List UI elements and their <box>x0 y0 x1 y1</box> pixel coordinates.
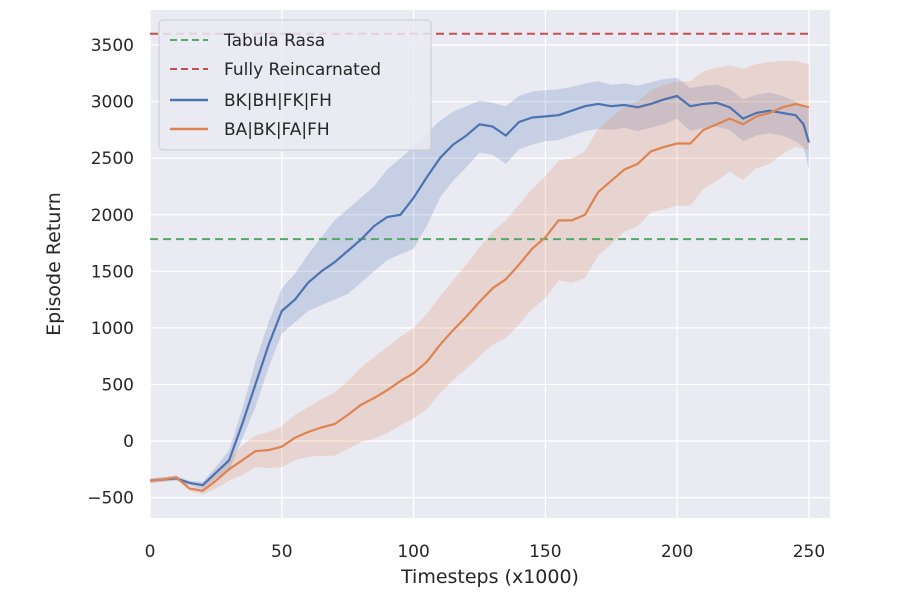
tick-labels: 0 50 100 150 200 250 −500 0 500 1000 1500 2000 2500 3… <box>87 36 825 562</box>
legend-label-fully-reincarnated: Fully Reincarnated <box>224 60 381 80</box>
y-axis-label: Episode Return <box>43 192 65 336</box>
y-tick-label: 3500 <box>91 36 134 56</box>
series-lines <box>149 94 810 492</box>
y-tick-label: 3000 <box>91 93 134 113</box>
x-tick-label: 250 <box>793 542 825 562</box>
legend-label-ba-bk-fa-fh: BA|BK|FA|FH <box>224 120 330 140</box>
legend-label-bk-bh-fk-fh: BK|BH|FK|FH <box>224 91 332 111</box>
x-axis-label: Timesteps (x1000) <box>400 566 579 588</box>
band-ba-bk-fa-fh <box>150 60 809 495</box>
x-tick-label: 50 <box>271 542 293 562</box>
y-tick-label: 1500 <box>91 262 134 282</box>
y-tick-label: 0 <box>123 432 134 452</box>
series-line-bk-bh-fk-fh <box>149 94 810 487</box>
x-tick-label: 150 <box>529 542 561 562</box>
x-tick-label: 200 <box>661 542 693 562</box>
y-tick-label: 500 <box>102 375 134 395</box>
y-tick-label: 1000 <box>91 319 134 339</box>
series-line-ba-bk-fa-fh <box>149 102 810 492</box>
y-tick-label: −500 <box>87 489 134 509</box>
legend-label-tabula-rasa: Tabula Rasa <box>223 31 325 51</box>
x-tick-label: 100 <box>397 542 429 562</box>
legend-box <box>158 19 432 151</box>
y-tick-label: 2000 <box>91 206 134 226</box>
x-tick-label: 0 <box>145 542 156 562</box>
legend: Tabula Rasa Fully Reincarnated BK|BH|FK|… <box>158 19 432 151</box>
y-tick-label: 2500 <box>91 149 134 169</box>
